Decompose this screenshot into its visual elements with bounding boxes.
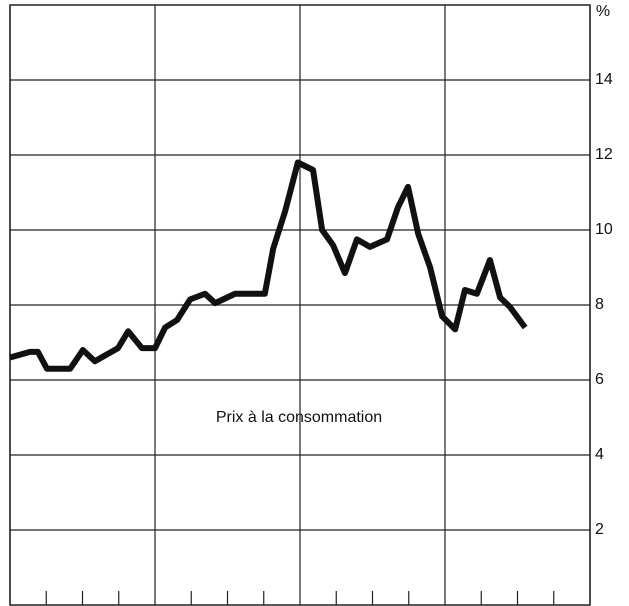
y-tick-label: 8: [595, 296, 604, 313]
annotation: Prix à la consommation: [216, 409, 382, 426]
y-tick-label: 6: [595, 371, 604, 388]
y-tick-label: 14: [595, 71, 613, 88]
data-line: [9, 159, 528, 372]
y-tick-label: 4: [595, 446, 604, 463]
y-axis-label: %: [596, 3, 610, 20]
y-tick-label: 10: [595, 221, 613, 238]
y-tick-label: 12: [595, 146, 613, 163]
y-tick-label: 2: [595, 521, 604, 538]
